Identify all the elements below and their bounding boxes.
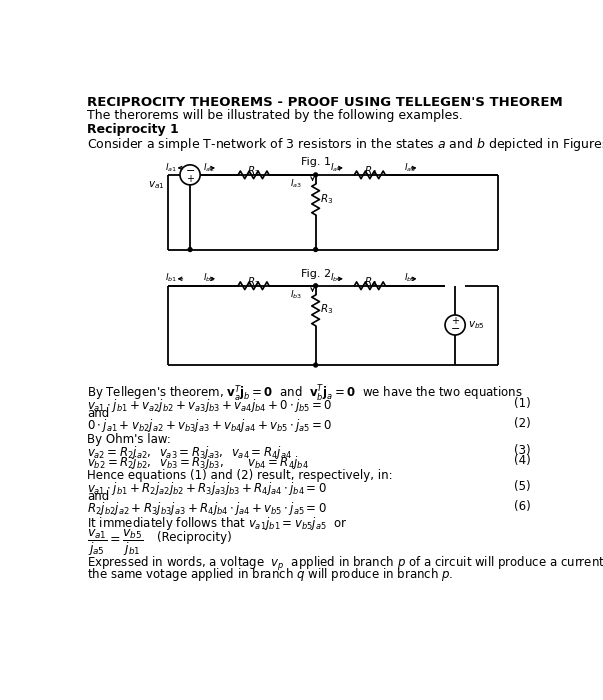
Text: (1): (1) — [514, 397, 531, 410]
Text: Hence equations (1) and (2) result, respectively, in:: Hence equations (1) and (2) result, resp… — [87, 469, 393, 482]
Text: (2): (2) — [514, 417, 531, 430]
Circle shape — [314, 248, 318, 251]
Text: By Ohm's law:: By Ohm's law: — [87, 433, 171, 446]
Text: $v_{a1} \cdot j_{b1} + R_2j_{a2}j_{b2} + R_3j_{a3}j_{b3} + R_4j_{a4} \cdot j_{b4: $v_{a1} \cdot j_{b1} + R_2j_{a2}j_{b2} +… — [87, 480, 327, 497]
Text: $I_{a5}$: $I_{a5}$ — [404, 161, 416, 174]
Text: $R_3$: $R_3$ — [320, 192, 333, 206]
Text: $I_{a4}$: $I_{a4}$ — [330, 161, 343, 174]
Text: +: + — [451, 316, 459, 326]
Text: Fig. 1: Fig. 1 — [301, 157, 330, 167]
Text: and: and — [87, 407, 109, 421]
Text: RECIPROCITY THEOREMS - PROOF USING TELLEGEN'S THEOREM: RECIPROCITY THEOREMS - PROOF USING TELLE… — [87, 97, 563, 109]
Circle shape — [314, 284, 318, 288]
Text: $R_4$: $R_4$ — [364, 275, 377, 289]
Text: −: − — [185, 166, 195, 176]
Text: $v_{a2} = R_2j_{a2},\;\; v_{a3} = R_3j_{a3},\;\; v_{a4} = R_4j_{a4}$: $v_{a2} = R_2j_{a2},\;\; v_{a3} = R_3j_{… — [87, 444, 292, 461]
Text: Expressed in words, a voltage  $v_p$  applied in branch $p$ of a circuit will pr: Expressed in words, a voltage $v_p$ appl… — [87, 555, 603, 573]
Text: $I_{a1}$: $I_{a1}$ — [165, 161, 177, 174]
Text: $R_4$: $R_4$ — [364, 164, 377, 178]
Text: (Reciprocity): (Reciprocity) — [157, 531, 232, 545]
Text: $I_{b3}$: $I_{b3}$ — [289, 289, 302, 301]
Text: Consider a simple T-network of 3 resistors in the states $a$ and $b$ depicted in: Consider a simple T-network of 3 resisto… — [87, 136, 603, 153]
Text: $I_{b5}$: $I_{b5}$ — [404, 272, 416, 284]
Text: $v_{a1} \cdot j_{b1} + v_{a2}j_{b2} + v_{a3}j_{b3} + v_{a4}j_{b4} + 0 \cdot j_{b: $v_{a1} \cdot j_{b1} + v_{a2}j_{b2} + v_… — [87, 397, 332, 414]
Text: $I_{b1}$: $I_{b1}$ — [165, 272, 177, 284]
Text: $v_{a1}$: $v_{a1}$ — [148, 178, 165, 190]
Text: and: and — [87, 490, 109, 503]
Text: (3): (3) — [514, 444, 531, 456]
Text: $I_{a2}$: $I_{a2}$ — [203, 161, 215, 174]
Text: Reciprocity 1: Reciprocity 1 — [87, 122, 178, 136]
Text: The therorems will be illustrated by the following examples.: The therorems will be illustrated by the… — [87, 108, 463, 122]
Text: (4): (4) — [514, 454, 531, 467]
Text: the same votage applied in branch $q$ will produce in branch $p$.: the same votage applied in branch $q$ wi… — [87, 566, 453, 583]
Text: $I_{b4}$: $I_{b4}$ — [330, 272, 343, 284]
Text: (5): (5) — [514, 480, 531, 493]
Circle shape — [188, 248, 192, 251]
Text: $\dfrac{v_{a1}}{j_{a5}} = \dfrac{v_{b5}}{j_{b1}}$: $\dfrac{v_{a1}}{j_{a5}} = \dfrac{v_{b5}}… — [87, 528, 144, 557]
Text: $R_2j_{b2}j_{a2} + R_3j_{b3}j_{a3} + R_4j_{b4} \cdot j_{a4} + v_{b5} \cdot j_{a5: $R_2j_{b2}j_{a2} + R_3j_{b3}j_{a3} + R_4… — [87, 500, 327, 517]
Text: $R_3$: $R_3$ — [320, 302, 333, 316]
Text: It immediately follows that $v_{a1}j_{b1} = v_{b5}j_{a5}$  or: It immediately follows that $v_{a1}j_{b1… — [87, 515, 347, 532]
Text: $0 \cdot j_{a1} + v_{b2}j_{a2} + v_{b3}j_{a3} + v_{b4}j_{a4} + v_{b5} \cdot j_{a: $0 \cdot j_{a1} + v_{b2}j_{a2} + v_{b3}j… — [87, 417, 332, 435]
Text: (6): (6) — [514, 500, 531, 513]
Text: $v_{b2} = R_2j_{b2},\;\; v_{b3} = R_3j_{b3},\;\;\;\;\;\;\; v_{b4} = R_4j_{b4}$: $v_{b2} = R_2j_{b2},\;\; v_{b3} = R_3j_{… — [87, 454, 309, 470]
Text: $I_{b2}$: $I_{b2}$ — [203, 272, 215, 284]
Text: $I_{a3}$: $I_{a3}$ — [289, 178, 302, 190]
Text: $R_2$: $R_2$ — [247, 164, 260, 178]
Circle shape — [314, 173, 318, 177]
Text: By Tellegen's theorem, $\mathbf{v}_a^T\mathbf{j}_b = \mathbf{0}$  and  $\mathbf{: By Tellegen's theorem, $\mathbf{v}_a^T\m… — [87, 384, 523, 405]
Text: +: + — [186, 174, 194, 183]
Text: −: − — [450, 324, 460, 334]
Text: $v_{b5}$: $v_{b5}$ — [467, 319, 484, 331]
Circle shape — [314, 363, 318, 367]
Text: Fig. 2: Fig. 2 — [300, 269, 330, 279]
Text: $R_2$: $R_2$ — [247, 275, 260, 289]
